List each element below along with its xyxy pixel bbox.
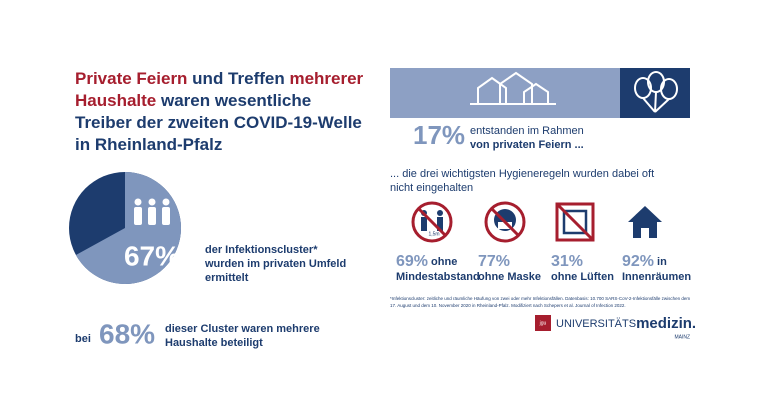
hygiene-intro: nicht eingehalten — [390, 182, 473, 194]
title-segment: in Rheinland-Pfalz — [75, 135, 222, 154]
rule-value: 31% — [551, 253, 583, 270]
households-text: dieser Cluster waren mehrere — [165, 323, 320, 335]
person-head — [148, 198, 156, 206]
rule-line: 69% ohne — [396, 253, 457, 270]
parties-value: 17% — [413, 120, 465, 150]
mask-icon — [484, 201, 526, 243]
rule-text: Mindestabstand — [396, 271, 480, 283]
rule-text: Innenräumen — [622, 271, 691, 283]
pie-text: ermittelt — [205, 272, 249, 284]
logo-text: UNIVERSITÄTSmedizin. — [556, 315, 696, 332]
pie-text: der Infektionscluster* — [205, 244, 318, 256]
title-segment: Haushalte — [75, 91, 156, 110]
icon-label: 1,5m — [428, 231, 439, 237]
rule-value: 77% — [478, 253, 510, 270]
logo-mark-text: jgu — [539, 320, 547, 326]
title-line: Treiber der zweiten COVID-19-Welle — [75, 113, 362, 132]
person-head — [162, 198, 170, 206]
distance-icon: 1,5m — [411, 201, 453, 243]
title-segment: und Treffen — [187, 69, 289, 88]
rule-text: ohne Maske — [478, 271, 541, 283]
title-line: Private Feiern und Treffen mehrerer — [75, 69, 364, 88]
rule-text: ohne Lüften — [551, 271, 614, 283]
person-body — [148, 207, 156, 225]
parties-text: entstanden im Rahmen — [470, 125, 584, 137]
logo-prefix: UNIVERSITÄTS — [556, 318, 636, 330]
rule-text: ohne — [431, 256, 457, 268]
title-segment: mehrerer — [289, 69, 363, 88]
content: Private Feiern und Treffen mehrerer Haush… — [69, 69, 691, 349]
person-body — [134, 207, 142, 225]
rule-value: 92% — [622, 253, 654, 270]
rule-line: 77% — [478, 253, 510, 270]
title-line: in Rheinland-Pfalz — [75, 135, 222, 154]
pie-value-label: 67% — [124, 240, 180, 271]
people-icon — [134, 198, 170, 225]
footnote: 17. August und dem 10. November 2020 in … — [390, 303, 626, 308]
hygiene-intro: ... die drei wichtigsten Hygieneregeln w… — [390, 168, 654, 180]
person-body — [162, 207, 170, 225]
rule-value: 69% — [396, 253, 428, 270]
logo-main: medizin. — [636, 315, 696, 332]
window-icon — [555, 202, 595, 242]
title-segment: Private Feiern — [75, 69, 187, 88]
title-line: Haushalte waren wesentliche — [75, 91, 311, 110]
logo-city: MAINZ — [674, 334, 690, 340]
rule-line: 31% — [551, 253, 583, 270]
households-value: 68% — [99, 318, 155, 349]
households-prefix: bei — [75, 333, 91, 345]
title-segment: Treiber der zweiten COVID-19-Welle — [75, 113, 362, 132]
houses-icon — [470, 71, 556, 105]
balloons-icon — [634, 71, 678, 113]
house-icon — [628, 206, 662, 238]
title-segment: waren wesentliche — [156, 91, 311, 110]
footnote: *Infektionscluster: zeitliche und räumli… — [390, 296, 690, 301]
logo-mark — [535, 315, 551, 331]
parties-text: von privaten Feiern ... — [470, 139, 584, 151]
rule-line: 92% in — [622, 253, 667, 270]
pie-text: wurden im privaten Umfeld — [204, 258, 346, 270]
households-text: Haushalte beteiligt — [165, 337, 263, 349]
person-head — [134, 198, 142, 206]
rule-text: in — [657, 256, 667, 268]
